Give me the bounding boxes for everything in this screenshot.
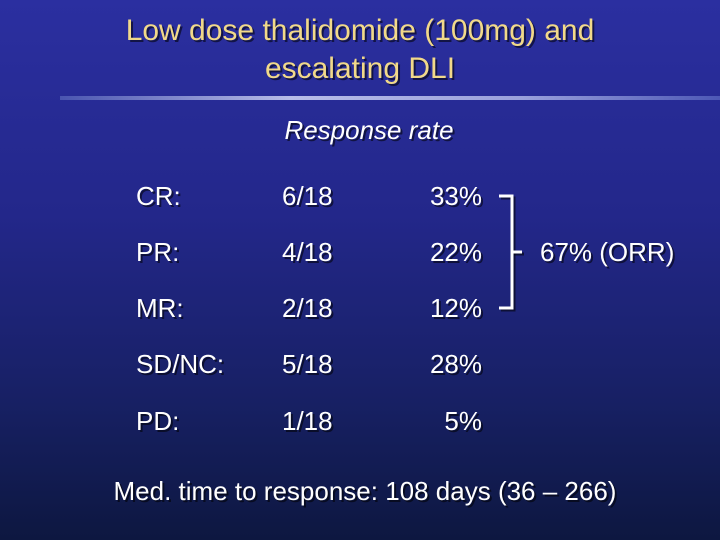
response-row-pr: PR: 4/18 22% <box>0 237 720 273</box>
response-fraction: 1/18 <box>282 406 333 436</box>
orr-summary: 67% (ORR) <box>540 237 675 267</box>
response-label: PD: <box>136 406 180 436</box>
response-fraction: 4/18 <box>282 237 333 267</box>
response-row-pd: PD: 1/18 5% <box>0 406 720 442</box>
response-label: MR: <box>136 293 184 323</box>
response-label: SD/NC: <box>136 349 225 379</box>
response-percent: 12% <box>429 293 482 323</box>
slide-title-line-1: Low dose thalidomide (100mg) and <box>125 14 595 47</box>
response-label: PR: <box>136 237 180 267</box>
response-percent: 5% <box>444 406 482 436</box>
slide-title-line-2: escalating DLI <box>264 52 456 85</box>
orr-bracket <box>499 194 524 312</box>
response-row-mr: MR: 2/18 12% <box>0 293 720 329</box>
title-divider <box>60 96 720 100</box>
response-fraction: 6/18 <box>282 181 333 211</box>
response-percent: 33% <box>429 181 482 211</box>
section-subtitle: Response rate <box>284 115 454 145</box>
response-row-sd-nc: SD/NC: 5/18 28% <box>0 349 720 385</box>
response-fraction: 2/18 <box>282 293 333 323</box>
median-time-to-response: Med. time to response: 108 days (36 – 26… <box>113 476 617 506</box>
response-percent: 28% <box>429 349 482 379</box>
response-fraction: 5/18 <box>282 349 333 379</box>
slide-title: Low dose thalidomide (100mg) and escalat… <box>0 12 720 88</box>
response-row-cr: CR: 6/18 33% <box>0 181 720 217</box>
response-percent: 22% <box>429 237 482 267</box>
response-label: CR: <box>136 181 181 211</box>
